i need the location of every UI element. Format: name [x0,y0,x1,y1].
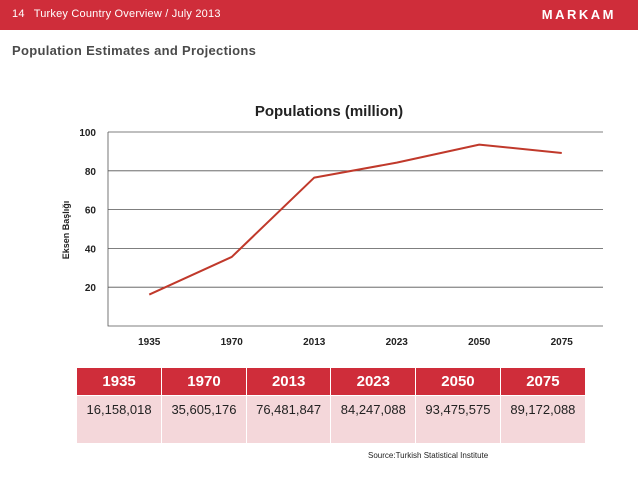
source-note: Source:Turkish Statistical Institute [368,451,489,460]
y-ticks: 20 40 60 80 100 [79,128,96,294]
chart-title: Populations (million) [255,103,403,120]
x-tick-label: 1970 [221,337,244,348]
table-header-cell: 2023 [330,368,417,396]
table-cell: 89,172,088 [500,395,585,443]
table-header-cell: 2050 [415,368,501,396]
table-cell: 93,475,575 [415,395,501,443]
table-cell: 16,158,018 [77,395,163,443]
y-tick-label: 100 [79,128,96,139]
y-tick-label: 20 [85,283,97,294]
table-header-row: 1935 1970 2013 2023 2050 2075 [77,368,585,396]
table-cell: 35,605,176 [161,395,247,443]
series-line [148,143,562,296]
presentation-title: Turkey Country Overview / July 2013 [33,8,221,20]
y-axis-label: Eksen Başlığı [61,201,71,260]
table-header-cell: 2075 [500,368,585,396]
plot-axes [107,132,603,327]
x-ticks: 1935 1970 2013 2023 2050 2075 [138,337,573,348]
top-bar: 14 Turkey Country Overview / July 2013 M… [0,0,638,30]
x-tick-label: 1935 [138,337,161,348]
table-header-cell: 2013 [246,368,332,396]
chart-grid [107,131,603,327]
population-table: 1935 1970 2013 2023 2050 2075 16,158,018… [77,368,585,443]
table-header-cell: 1970 [161,368,247,396]
page-number: 14 [12,8,25,20]
x-tick-label: 2075 [551,337,574,348]
table-row: 16,158,018 35,605,176 76,481,847 84,247,… [77,395,585,443]
x-tick-label: 2023 [386,337,409,348]
header-left: 14 Turkey Country Overview / July 2013 [12,8,221,20]
x-tick-label: 2050 [468,337,491,348]
brand-logo: MARKAM [541,7,616,22]
series-layer [148,143,562,296]
x-tick-label: 2013 [303,337,326,348]
slide-heading: Population Estimates and Projections [12,43,257,58]
y-tick-label: 40 [85,244,97,255]
table-cell: 76,481,847 [246,395,332,443]
y-tick-label: 60 [85,206,97,217]
table-header-cell: 1935 [77,368,163,396]
table-cell: 84,247,088 [330,395,417,443]
y-tick-label: 80 [85,167,97,178]
